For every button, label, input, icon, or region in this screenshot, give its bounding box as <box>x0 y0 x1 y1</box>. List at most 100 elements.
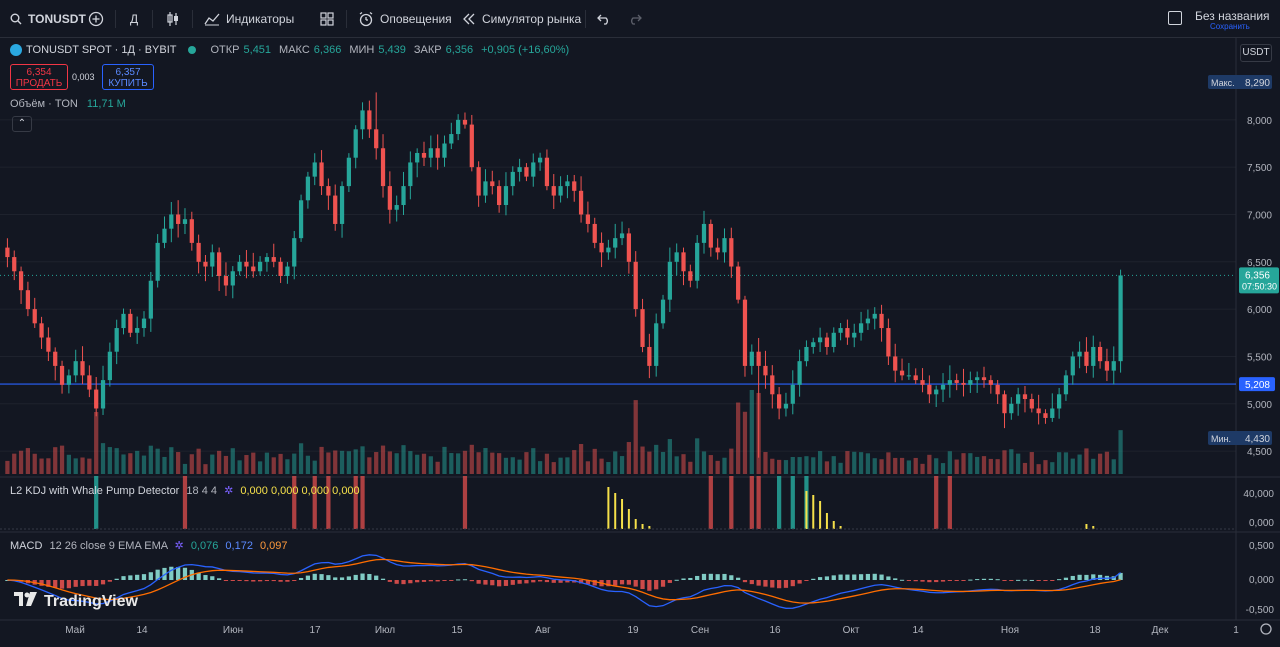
macd-histogram-bar <box>469 580 474 582</box>
alerts-button[interactable]: Оповещения <box>358 0 452 38</box>
settings-gear-icon[interactable]: ✲ <box>224 485 234 497</box>
volume-bar <box>913 457 918 474</box>
compare-button[interactable] <box>88 0 104 38</box>
kdj-bar <box>641 524 644 529</box>
macd-histogram-bar <box>893 578 898 580</box>
macd-histogram-bar <box>537 580 543 582</box>
candle-body <box>988 380 993 385</box>
candle-body <box>1009 403 1014 414</box>
price-chart[interactable]: 8,000 7,500 7,000 6,500 6,000 5,500 5,000 4,500… <box>0 38 1280 647</box>
macd-histogram-bar <box>162 567 167 580</box>
volume-bar <box>449 453 454 474</box>
min-badge <box>1208 431 1272 445</box>
macd-histogram-bar <box>264 580 270 582</box>
close-value: 6,356 <box>445 44 474 56</box>
kdj-bar <box>805 491 808 529</box>
kdj-bar <box>648 526 651 529</box>
redo-button[interactable] <box>628 0 642 38</box>
macd-histogram-bar <box>633 580 638 587</box>
macd-histogram-bar <box>100 580 106 585</box>
macd-histogram-bar <box>831 575 836 580</box>
candle-body <box>715 247 720 253</box>
volume-bar <box>237 460 242 474</box>
macd-histogram-bar <box>968 579 973 581</box>
plus-circle-icon <box>88 11 104 27</box>
price-axis: 8,000 7,500 7,000 6,500 6,000 5,500 5,000 4,500… <box>1208 75 1279 616</box>
candle-body <box>592 223 597 243</box>
candle-body <box>893 356 898 371</box>
ton-logo-icon <box>10 44 22 56</box>
candle-body <box>524 167 529 177</box>
macd-histogram-bar <box>927 580 932 583</box>
volume-bar <box>128 453 133 474</box>
candle-body <box>695 242 700 281</box>
candle-body <box>203 261 208 267</box>
volume-bar <box>271 457 276 474</box>
candle-body <box>537 157 543 163</box>
top-toolbar: TONUSDT Д Индикаторы Оповещения <box>0 0 1280 38</box>
candle-body <box>298 200 304 239</box>
macd-histogram-bar <box>906 580 911 581</box>
volume-bar <box>708 455 713 474</box>
macd-histogram-bar <box>114 578 119 580</box>
kdj-value-4: 0,000 <box>332 485 360 497</box>
volume-bar <box>483 448 488 474</box>
save-link[interactable]: Сохранить <box>1210 22 1250 31</box>
price-tick-label: 6,500 <box>1247 258 1272 269</box>
replay-button[interactable]: Симулятор рынка <box>462 0 581 38</box>
whale-bar <box>749 476 754 529</box>
candle-body <box>968 380 973 385</box>
sell-button[interactable]: 6,354 ПРОДАТЬ <box>10 64 68 90</box>
candle-body <box>271 257 276 262</box>
volume-bar <box>947 451 952 474</box>
candle-body <box>100 380 106 409</box>
currency-selector[interactable]: USDT <box>1240 44 1272 62</box>
collapse-legend-button[interactable]: ⌃ <box>12 116 32 132</box>
settings-gear-icon[interactable]: ✲ <box>174 540 184 552</box>
candle-body <box>5 247 10 258</box>
candle-body <box>975 377 980 381</box>
candle-body <box>667 261 672 300</box>
candle-body <box>210 252 215 267</box>
volume-value: 11,71 M <box>86 98 126 110</box>
volume-bar <box>339 450 345 474</box>
volume-bar <box>244 455 249 474</box>
kdj-bar <box>621 499 624 529</box>
macd-histogram-bar <box>1070 575 1075 580</box>
volume-bar <box>865 453 871 474</box>
macd-histogram-bar <box>285 580 290 582</box>
symbol-search[interactable]: TONUSDT <box>10 0 86 38</box>
volume-bar <box>442 446 447 474</box>
alerts-label: Оповещения <box>380 12 452 26</box>
layout-name[interactable]: Без названия <box>1195 9 1270 23</box>
volume-name: Объём · TON <box>10 98 78 110</box>
candle-body <box>756 351 761 366</box>
open-value: 5,451 <box>243 44 272 56</box>
undo-button[interactable] <box>597 0 611 38</box>
buy-button[interactable]: 6,357 КУПИТЬ <box>102 64 154 90</box>
macd-histogram-bar <box>1016 579 1021 581</box>
candle-body <box>551 186 556 196</box>
interval-button[interactable]: Д <box>130 0 138 38</box>
layout-button[interactable] <box>320 0 334 38</box>
macd-histogram-bar <box>845 574 850 580</box>
macd-histogram-bar <box>865 573 871 580</box>
macd-histogram-bar <box>1097 574 1103 580</box>
candle-body <box>531 162 536 177</box>
time-tick-label: 18 <box>1089 625 1101 636</box>
volume-legend: Объём · TON 11,71 M <box>10 98 126 110</box>
macd-histogram-bar <box>217 578 222 580</box>
volume-bar <box>169 447 174 474</box>
volume-bar <box>660 451 666 474</box>
volume-bar <box>681 454 686 474</box>
tradingview-logo[interactable]: TradingView <box>14 592 138 611</box>
chart-type-button[interactable] <box>166 0 180 38</box>
candle-body <box>121 313 126 329</box>
macd-histogram-bar <box>763 580 768 587</box>
indicators-button[interactable]: Индикаторы <box>204 0 294 38</box>
candle-body <box>12 257 17 272</box>
layout-checkbox[interactable] <box>1168 11 1182 25</box>
kdj-bar <box>614 493 617 529</box>
volume-bar <box>162 456 167 474</box>
whale-bar <box>729 476 734 529</box>
